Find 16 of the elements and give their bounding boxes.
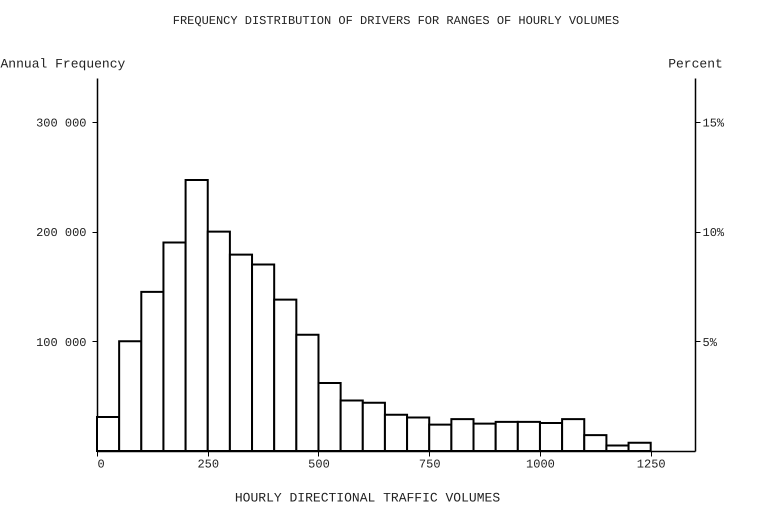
x-tick-label: 500 xyxy=(308,458,330,472)
y2-tick-label: 5% xyxy=(702,336,718,350)
y2-tick-label: 15% xyxy=(702,116,725,130)
y-axis-title: Annual Frequency xyxy=(0,56,126,72)
y-tick-label: 100 000 xyxy=(36,336,86,350)
x-tick-label: 0 xyxy=(98,458,105,472)
y2-tick-label: 10% xyxy=(702,226,725,240)
y-tick-label: 200 000 xyxy=(36,226,86,240)
y2-axis-title: Percent xyxy=(668,56,723,72)
x-tick-label: 1250 xyxy=(636,458,666,472)
x-axis-title: HOURLY DIRECTIONAL TRAFFIC VOLUMES xyxy=(234,490,500,506)
y-tick-label: 300 000 xyxy=(36,116,86,130)
x-tick-label: 250 xyxy=(197,458,220,472)
x-tick-label: 1000 xyxy=(526,458,555,472)
chart-title: FREQUENCY DISTRIBUTION OF DRIVERS FOR RANGES OF HOURLY VOLUMES xyxy=(172,14,620,28)
x-tick-label: 750 xyxy=(418,458,441,472)
